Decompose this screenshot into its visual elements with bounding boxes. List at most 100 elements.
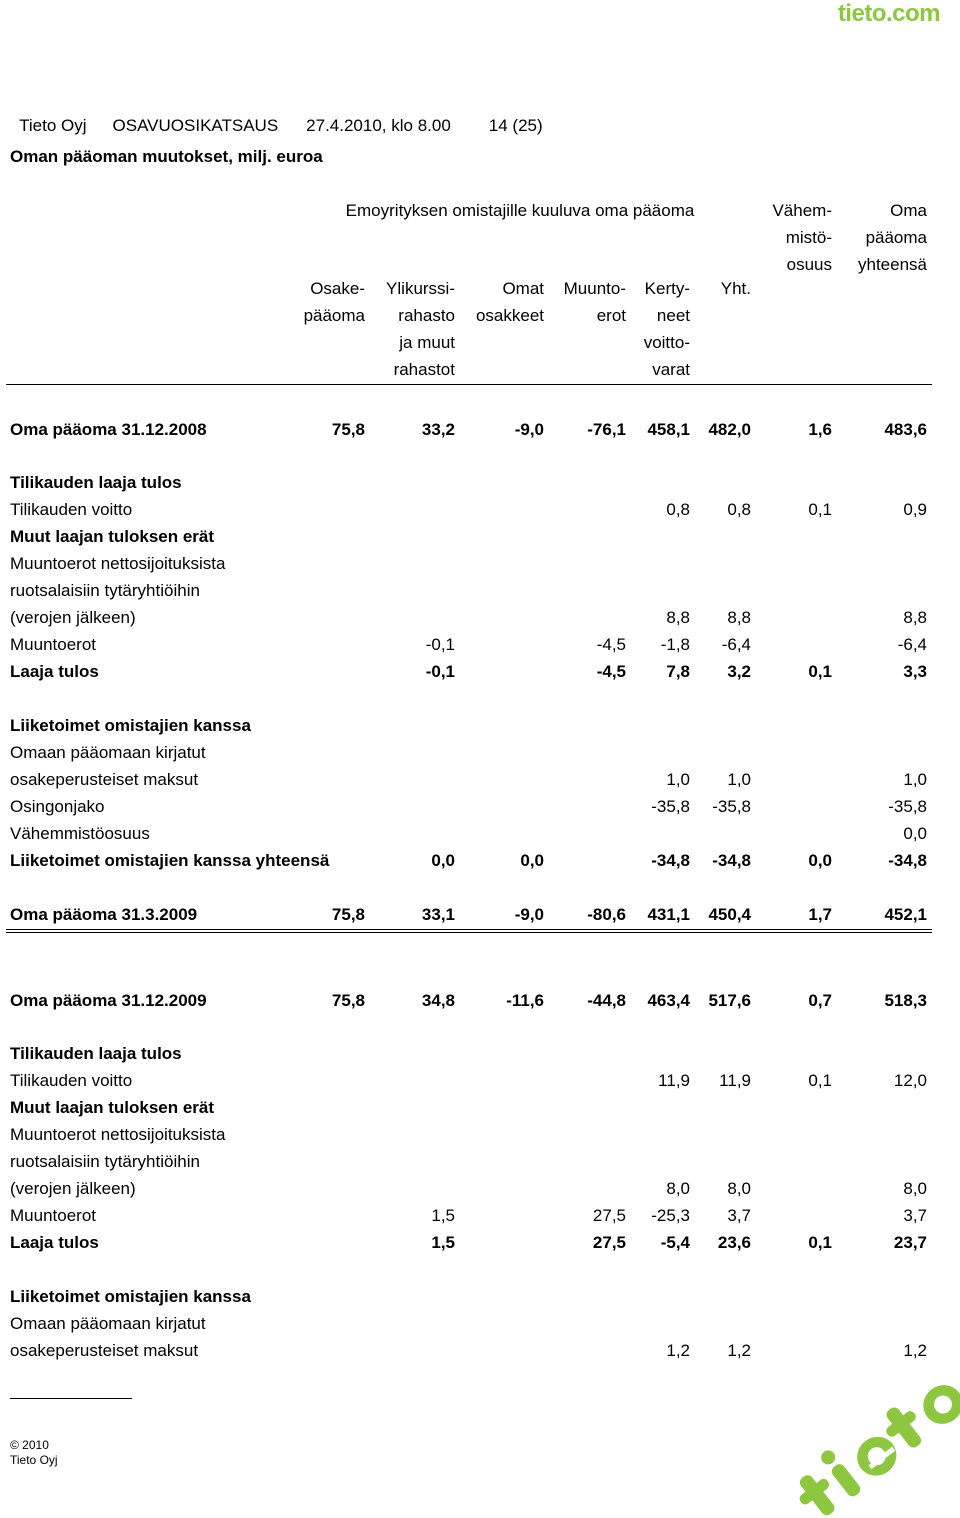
row-label: Osingonjako — [10, 797, 105, 816]
cell-value: 1,5 — [431, 1233, 455, 1252]
cell-value: 23,6 — [717, 1233, 751, 1252]
row-label: (verojen jälkeen) — [10, 1179, 136, 1198]
row-label: Liiketoimet omistajien kanssa yhteensä — [10, 851, 330, 870]
cell-value: 0,8 — [666, 500, 690, 519]
column-header-line: Vähem- — [772, 201, 832, 220]
cell-value: 0,1 — [808, 662, 832, 681]
cell-value: 1,2 — [727, 1341, 751, 1360]
header-rule — [6, 384, 932, 385]
cell-value: 482,0 — [708, 420, 751, 439]
row-label: ruotsalaisiin tytäryhtiöihin — [10, 1152, 200, 1171]
tieto-watermark-logo — [799, 1385, 960, 1516]
header-company: Tieto Oyj — [19, 116, 87, 135]
total-double-rule — [6, 929, 932, 930]
cell-value: 0,1 — [808, 1071, 832, 1090]
column-header-line: Ylikurssi- — [386, 279, 455, 298]
column-header-line: pääoma — [303, 306, 365, 325]
header-report: OSAVUOSIKATSAUS — [112, 116, 279, 135]
row-label: Omaan pääomaan kirjatut — [10, 1314, 206, 1333]
column-header-line: neet — [656, 306, 690, 325]
row-label: ruotsalaisiin tytäryhtiöihin — [10, 581, 200, 600]
row-label: Oma pääoma 31.12.2008 — [10, 420, 207, 439]
row-label: Tilikauden laaja tulos — [10, 1044, 182, 1063]
cell-value: 3,7 — [903, 1206, 927, 1225]
row-label: (verojen jälkeen) — [10, 608, 136, 627]
cell-value: 483,6 — [884, 420, 927, 439]
row-label: Muuntoerot — [10, 635, 96, 654]
cell-value: 7,8 — [666, 662, 690, 681]
cell-value: 3,2 — [727, 662, 751, 681]
cell-value: 0,7 — [808, 991, 832, 1010]
cell-value: -5,4 — [660, 1233, 690, 1252]
column-header-line: mistö- — [785, 228, 832, 247]
cell-value: 75,8 — [331, 991, 365, 1010]
column-header-line: Kerty- — [644, 279, 690, 298]
row-label: Laaja tulos — [10, 662, 99, 681]
column-header-line: ja muut — [399, 333, 455, 352]
cell-value: 0,8 — [727, 500, 751, 519]
header-page: 14 (25) — [488, 116, 543, 135]
cell-value: 450,4 — [708, 905, 751, 924]
tieto-logo: tieto.com — [837, 0, 941, 27]
cell-value: 431,1 — [647, 905, 690, 924]
footnote-divider — [10, 1398, 132, 1399]
cell-value: 33,2 — [421, 420, 455, 439]
header-date: 27.4.2010, klo 8.00 — [306, 116, 451, 135]
cell-value: 1,0 — [727, 770, 751, 789]
footer-copyright: © 2010 — [10, 1438, 49, 1452]
cell-value: 0,1 — [808, 500, 832, 519]
cell-value: -11,6 — [506, 991, 544, 1010]
column-header-line: rahastot — [393, 360, 455, 379]
cell-value: 0,0 — [520, 851, 544, 870]
column-header-line: Osake- — [310, 279, 365, 298]
row-label: Muut laajan tuloksen erät — [10, 527, 215, 546]
cell-value: 23,7 — [893, 1233, 927, 1252]
row-label: Muuntoerot — [10, 1206, 96, 1225]
row-label: Omaan pääomaan kirjatut — [10, 743, 206, 762]
column-header-line: pääoma — [865, 228, 927, 247]
column-header-line: Yht. — [720, 279, 751, 298]
cell-value: -80,6 — [587, 905, 626, 924]
cell-value: -6,4 — [897, 635, 927, 654]
row-label: Liiketoimet omistajien kanssa — [10, 1287, 251, 1306]
cell-value: 517,6 — [708, 991, 751, 1010]
cell-value: 1,5 — [431, 1206, 455, 1225]
cell-value: 12,0 — [893, 1071, 927, 1090]
cell-value: 3,7 — [727, 1206, 751, 1225]
cell-value: -35,8 — [888, 797, 927, 816]
column-header-line: Omat — [502, 279, 544, 298]
cell-value: 0,0 — [903, 824, 927, 843]
cell-value: 0,0 — [808, 851, 832, 870]
cell-value: 8,0 — [727, 1179, 751, 1198]
cell-value: -0,1 — [425, 635, 455, 654]
column-header-line: osuus — [786, 255, 832, 274]
cell-value: 33,1 — [421, 905, 455, 924]
row-label: Vähemmistöosuus — [10, 824, 150, 843]
row-label: Laaja tulos — [10, 1233, 99, 1252]
row-label: Muut laajan tuloksen erät — [10, 1098, 215, 1117]
cell-value: 1,0 — [666, 770, 690, 789]
cell-value: -44,8 — [587, 991, 626, 1010]
cell-value: 1,7 — [808, 905, 832, 924]
cell-value: -35,8 — [651, 797, 690, 816]
cell-value: 452,1 — [884, 905, 927, 924]
cell-value: 8,0 — [666, 1179, 690, 1198]
cell-value: -6,4 — [721, 635, 751, 654]
row-label: Tilikauden voitto — [10, 1071, 133, 1090]
column-header-line: Muunto- — [563, 279, 626, 298]
column-header-line: rahasto — [398, 306, 455, 325]
cell-value: -35,8 — [712, 797, 751, 816]
column-header-line: yhteensä — [858, 255, 927, 274]
cell-value: 75,8 — [331, 905, 365, 924]
cell-value: 8,8 — [727, 608, 751, 627]
cell-value: -25,3 — [651, 1206, 690, 1225]
cell-value: -34,8 — [888, 851, 927, 870]
page-title: Oman pääoman muutokset, milj. euroa — [10, 147, 323, 166]
cell-value: 8,0 — [903, 1179, 927, 1198]
row-label: Tilikauden laaja tulos — [10, 473, 182, 492]
cell-value: -34,8 — [712, 851, 751, 870]
cell-value: 1,0 — [903, 770, 927, 789]
cell-value: -34,8 — [651, 851, 690, 870]
cell-value: 27,5 — [592, 1233, 626, 1252]
row-label: osakeperusteiset maksut — [10, 770, 199, 789]
